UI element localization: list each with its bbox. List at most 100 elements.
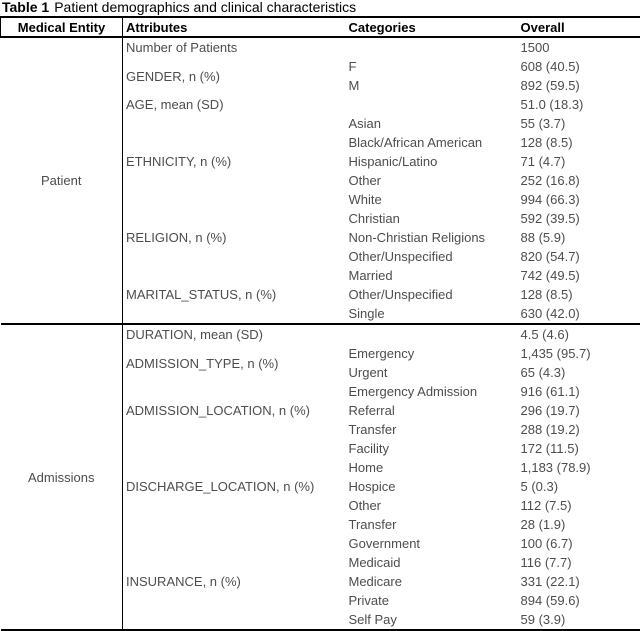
category-cell: Non-Christian Religions <box>348 230 486 245</box>
overall-cell: 894 (59.6) <box>520 593 580 608</box>
category-cell <box>348 95 518 114</box>
attribute-cell: MARITAL_STATUS, n (%) <box>126 287 277 302</box>
overall-cell: 1,435 (95.7) <box>520 346 591 361</box>
table-row: Black/African American 128 (8.5) <box>1 133 640 152</box>
overall-cell: 172 (11.5) <box>520 441 579 456</box>
category-cell: Home <box>348 460 384 475</box>
overall-cell: 592 (39.5) <box>520 211 580 226</box>
overall-cell: 128 (8.5) <box>520 287 573 302</box>
category-cell: Other/Unspecified <box>348 287 453 302</box>
attribute-cell: DURATION, mean (SD) <box>122 323 348 344</box>
category-cell: Emergency <box>348 346 415 361</box>
table-row: RELIGION, n (%) Christian 592 (39.5) <box>1 209 640 245</box>
overall-cell: 630 (42.0) <box>520 306 580 321</box>
table-row: Admissions DURATION, mean (SD) 4.5 (4.6) <box>0 323 640 631</box>
table-header: Medical Entity Attributes Categories Ove… <box>0 16 640 38</box>
overall-cell: 1,183 (78.9) <box>520 460 591 475</box>
category-cell: Medicaid <box>348 555 401 570</box>
table-row: Other 112 (7.5) <box>1 496 640 515</box>
overall-cell: 5 (0.3) <box>520 479 559 494</box>
category-cell: Transfer <box>348 517 397 532</box>
overall-cell: 916 (61.1) <box>520 384 580 399</box>
table-row: Hospice 5 (0.3) <box>1 477 640 496</box>
table-row: AGE, mean (SD) 51.0 (18.3) <box>1 95 640 114</box>
header-row: Medical Entity Attributes Categories Ove… <box>0 16 640 38</box>
header-overall: Overall <box>517 16 640 38</box>
overall-cell: 65 (4.3) <box>520 365 566 380</box>
header-attributes: Attributes <box>122 16 348 38</box>
table-row: Private 894 (59.6) <box>1 591 640 610</box>
table-row: DISCHARGE_LOCATION, n (%) Facility 172 (11… <box>1 439 640 494</box>
table-row: Other/Unspecified 128 (8.5) <box>1 285 640 304</box>
overall-cell: 288 (19.2) <box>520 422 580 437</box>
table-row: Non-Christian Religions 88 (5.9) <box>1 228 640 247</box>
header-categories: Categories <box>347 16 518 38</box>
attribute-cell: DISCHARGE_LOCATION, n (%) <box>126 479 315 494</box>
table-row: Hispanic/Latino 71 (4.7) <box>1 152 640 171</box>
table-row: ADMISSION_TYPE, n (%) Emergency 1,435 (95.… <box>1 344 640 371</box>
category-cell: F <box>348 59 357 74</box>
category-cell: Private <box>348 593 389 608</box>
overall-cell: 331 (22.1) <box>520 574 580 589</box>
entity-cell: Patient <box>0 37 123 324</box>
category-cell <box>347 323 518 344</box>
table-row: Other 252 (16.8) <box>1 171 640 190</box>
category-cell <box>348 37 518 57</box>
overall-cell: 608 (40.5) <box>520 59 580 74</box>
attribute-cell: INSURANCE, n (%) <box>126 574 241 589</box>
overall-cell: 252 (16.8) <box>520 173 580 188</box>
category-cell: Self Pay <box>348 612 397 627</box>
overall-cell: 55 (3.7) <box>520 116 566 131</box>
attribute-cell: GENDER, n (%) <box>126 68 220 84</box>
category-cell: Other <box>348 498 382 513</box>
category-cell: Transfer <box>348 422 397 437</box>
category-cell: Other/Unspecified <box>348 249 453 264</box>
attribute-cell: Number of Patients <box>126 40 238 55</box>
table-row: Other/Unspecified 820 (54.7) <box>1 247 640 266</box>
table-caption-label: Table 1 <box>2 0 50 15</box>
table-row: MARITAL_STATUS, n (%) Married 742 (49.5) <box>1 266 640 302</box>
attribute-cell: RELIGION, n (%) <box>126 230 227 245</box>
category-cell: White <box>348 192 382 207</box>
table-row: ADMISSION_LOCATION, n (%) Emergency Admis… <box>1 382 640 418</box>
overall-cell: 128 (8.5) <box>520 135 573 150</box>
category-cell: Married <box>348 268 393 283</box>
table-row: Self Pay 59 (3.9) <box>1 610 640 631</box>
category-cell: Referral <box>348 403 395 418</box>
table-row: GENDER, n (%) F 608 (40.5) <box>1 57 640 84</box>
table-row: ETHNICITY, n (%) Asian 55 (3.7) <box>1 114 640 169</box>
table-row: Medicaid 116 (7.7) <box>1 553 640 572</box>
category-cell: Hospice <box>348 479 396 494</box>
table-caption: Table 1 Patient demographics and clinical… <box>0 0 640 16</box>
category-cell: Other <box>348 173 382 188</box>
table-row: Patient Number of Patients 1500 <box>0 37 640 324</box>
category-cell: Hispanic/Latino <box>348 154 438 169</box>
category-cell: Emergency Admission <box>348 384 478 399</box>
overall-cell: 71 (4.7) <box>520 154 566 169</box>
overall-cell: 28 (1.9) <box>520 517 566 532</box>
table-row: Transfer 288 (19.2) <box>1 420 640 439</box>
category-cell: Government <box>348 536 421 551</box>
table-row: Medicare 331 (22.1) <box>1 572 640 591</box>
table-row: Urgent 65 (4.3) <box>1 363 640 382</box>
table-row: INSURANCE, n (%) Government 100 (6.7) <box>1 534 640 589</box>
overall-cell: 892 (59.5) <box>520 78 580 93</box>
attribute-cell: ADMISSION_LOCATION, n (%) <box>126 403 310 418</box>
table-row: White 994 (66.3) <box>1 190 640 209</box>
table-row: Single 630 (42.0) <box>1 304 640 324</box>
attribute-cell: AGE, mean (SD) <box>126 97 224 112</box>
overall-cell: 116 (7.7) <box>520 555 572 570</box>
table-row: Transfer 28 (1.9) <box>1 515 640 534</box>
category-cell: M <box>348 78 360 93</box>
overall-cell: 994 (66.3) <box>520 192 580 207</box>
header-medical-entity: Medical Entity <box>0 16 123 38</box>
overall-cell: 59 (3.9) <box>520 612 566 627</box>
overall-cell: 4.5 (4.6) <box>517 323 640 344</box>
overall-cell: 820 (54.7) <box>520 249 580 264</box>
overall-cell: 51.0 (18.3) <box>520 97 584 112</box>
overall-cell: 742 (49.5) <box>520 268 580 283</box>
entity-cell: Admissions <box>0 323 123 631</box>
attribute-cell: ADMISSION_TYPE, n (%) <box>126 355 279 371</box>
overall-cell: 100 (6.7) <box>520 536 573 551</box>
category-cell: Asian <box>348 116 382 131</box>
